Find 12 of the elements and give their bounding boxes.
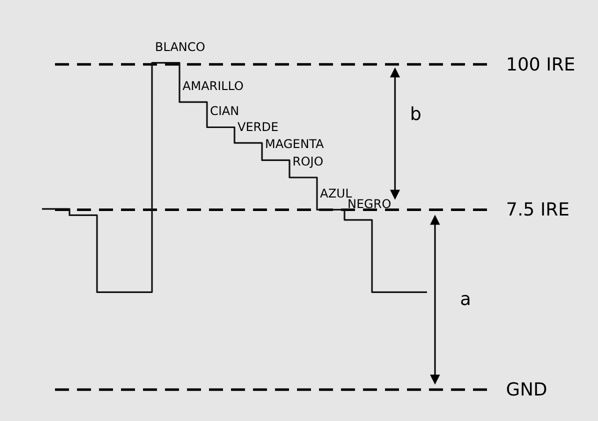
data-label: AMARILLO bbox=[182, 79, 244, 94]
annotation: b bbox=[410, 104, 422, 125]
ref-line-label: 100 IRE bbox=[506, 54, 576, 76]
data-label: VERDE bbox=[238, 120, 278, 134]
data-label: MAGENTA bbox=[265, 137, 325, 152]
ref-line-label: 7.5 IRE bbox=[506, 200, 570, 221]
data-label: NEGRO bbox=[348, 196, 392, 211]
data-label: BLANCO bbox=[155, 40, 206, 54]
data-label: CIAN bbox=[210, 104, 240, 118]
ref-line-label: GND bbox=[506, 380, 548, 401]
text: a bbox=[460, 289, 472, 310]
data-label: ROJO bbox=[292, 154, 324, 169]
